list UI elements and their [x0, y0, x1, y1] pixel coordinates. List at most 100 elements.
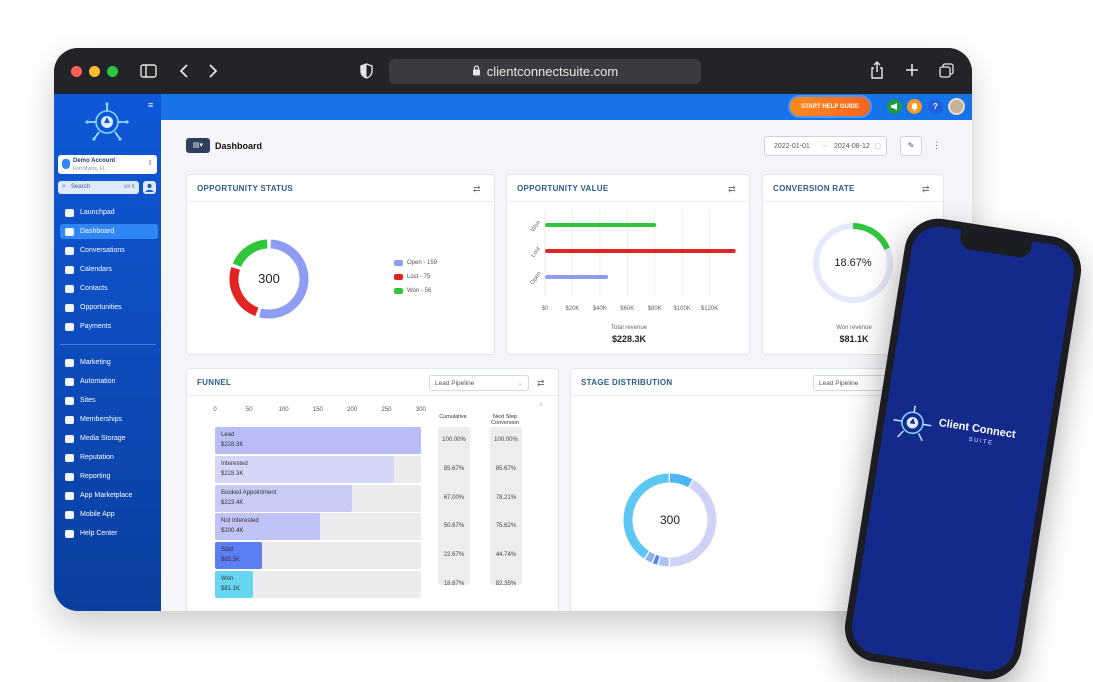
sidebar-item-payments[interactable]: Payments: [60, 319, 158, 334]
phone-brand-logo: [887, 400, 937, 451]
date-from: 2022-01-01: [774, 143, 810, 150]
funnel-axis-label: 100: [278, 407, 289, 413]
help-icon[interactable]: ?: [928, 99, 943, 114]
automation-icon: [65, 377, 74, 386]
notifications-icon[interactable]: [907, 99, 922, 114]
sidebar-item-dashboard[interactable]: Dashboard: [60, 224, 158, 239]
swap-icon[interactable]: ⇄: [922, 184, 930, 194]
date-range-picker[interactable]: 2022-01-01 → 2024-08-12 ▢: [764, 136, 887, 156]
sidebar-item-label: Dashboard: [80, 228, 115, 235]
funnel-stage-name: Interested: [221, 460, 248, 467]
total-revenue-value: $228.3K: [611, 334, 647, 344]
card-title: CONVERSION RATE: [773, 184, 855, 193]
sites-icon: [65, 396, 74, 405]
tabs-overview-icon[interactable]: [939, 63, 954, 81]
sidebar-item-conversations[interactable]: Conversations: [60, 243, 158, 258]
legend-item: Won - 56: [394, 288, 431, 294]
conversion-arc: [852, 223, 890, 250]
rocket-icon: [65, 208, 74, 217]
card-title: OPPORTUNITY VALUE: [517, 184, 609, 193]
funnel-pipeline-value: Lead Pipeline: [435, 380, 475, 387]
search-input[interactable]: ⌕ Search ctrl K: [58, 181, 139, 194]
funnel-axis-label: 250: [381, 407, 392, 413]
more-options-icon[interactable]: ⋮: [932, 140, 941, 150]
sidebar: ≡ Demo Account Fort Myers, FL ⇕ ⌕ Search…: [54, 94, 161, 611]
swap-icon[interactable]: ⇄: [537, 378, 545, 388]
shield-icon[interactable]: [360, 63, 373, 82]
megaphone-icon: [65, 358, 74, 367]
funnel-pipeline-select[interactable]: Lead Pipeline ⌄: [429, 375, 529, 391]
phone-device: Client Connect SUITE: [840, 213, 1086, 682]
store-icon: [65, 491, 74, 500]
opportunity-value-card: OPPORTUNITY VALUE ⇄ $0 $20K $40K $60K $80K $1…: [506, 174, 750, 355]
sidebar-item-memberships[interactable]: Memberships: [60, 412, 158, 427]
image-icon: [65, 434, 74, 443]
phone-notch: [958, 230, 1033, 260]
funnel-bar[interactable]: [215, 455, 394, 483]
next-step-column: [490, 427, 522, 585]
chevron-down-icon: ⌄: [517, 380, 523, 387]
edit-icon[interactable]: ✎: [900, 136, 922, 156]
sidebar-item-reputation[interactable]: Reputation: [60, 450, 158, 465]
funnel-bar[interactable]: [215, 427, 421, 454]
sidebar-item-calendars[interactable]: Calendars: [60, 262, 158, 277]
funnel-bar[interactable]: [215, 484, 353, 512]
funnel-bar[interactable]: [215, 542, 262, 570]
collapse-menu-icon[interactable]: ≡: [148, 100, 154, 110]
user-icon[interactable]: [143, 181, 156, 194]
sidebar-item-reporting[interactable]: Reporting: [60, 469, 158, 484]
account-switcher[interactable]: Demo Account Fort Myers, FL ⇕: [58, 155, 157, 174]
new-tab-icon[interactable]: [905, 63, 919, 80]
sidebar-item-contacts[interactable]: Contacts: [60, 281, 158, 296]
back-icon[interactable]: [179, 63, 189, 82]
cumulative-value: 85.67%: [443, 465, 465, 472]
sidebar-item-media-storage[interactable]: Media Storage: [60, 431, 158, 446]
app-screen: ≡ Demo Account Fort Myers, FL ⇕ ⌕ Search…: [54, 94, 972, 611]
funnel-stage-name: Lead: [221, 432, 235, 438]
sidebar-item-label: Mobile App: [80, 511, 115, 518]
search-icon: ⌕: [62, 183, 66, 190]
minimize-window-button[interactable]: [89, 66, 100, 77]
card-divider: [187, 201, 494, 202]
brand-logo: [84, 102, 130, 147]
filter-icon: [65, 303, 74, 312]
sidebar-item-app-marketplace[interactable]: App Marketplace: [60, 488, 158, 503]
sidebar-item-label: Help Center: [80, 530, 118, 537]
account-name: Demo Account: [73, 158, 116, 164]
card-title: FUNNEL: [197, 378, 232, 387]
sidebar-item-sites[interactable]: Sites: [60, 393, 158, 408]
forward-icon[interactable]: [208, 63, 218, 82]
scroll-up-icon[interactable]: ˄: [539, 403, 543, 409]
sidebar-item-mobile-app[interactable]: Mobile App: [60, 507, 158, 522]
share-icon[interactable]: [870, 61, 884, 82]
funnel-bar[interactable]: [215, 513, 321, 541]
x-tick-label: $20K: [565, 306, 579, 312]
sidebar-item-help-center[interactable]: Help Center: [60, 526, 158, 541]
funnel-axis-label: 50: [245, 407, 253, 413]
stage-slice: [652, 554, 660, 565]
swap-icon[interactable]: ⇄: [728, 184, 736, 194]
maximize-window-button[interactable]: [107, 66, 118, 77]
sidebar-item-automation[interactable]: Automation: [60, 374, 158, 389]
sidebar-item-label: Contacts: [80, 285, 108, 292]
address-bar[interactable]: clientconnectsuite.com: [389, 59, 701, 84]
dashboard-switcher-button[interactable]: ▤▾: [186, 138, 210, 153]
sidebar-item-marketing[interactable]: Marketing: [60, 355, 158, 370]
swap-icon[interactable]: ⇄: [473, 184, 481, 194]
sidebar-item-opportunities[interactable]: Opportunities: [60, 300, 158, 315]
close-window-button[interactable]: [71, 66, 82, 77]
sidebar-toggle-icon[interactable]: [140, 64, 157, 81]
sidebar-item-label: Conversations: [80, 247, 125, 254]
sidebar-item-launchpad[interactable]: Launchpad: [60, 205, 158, 220]
funnel-stage-value: $200.4K: [221, 528, 244, 535]
dashboard-content: ▤▾ Dashboard 2022-01-01 → 2024-08-12 ▢ ✎…: [161, 120, 972, 611]
legend-swatch: [394, 260, 403, 266]
sidebar-item-label: App Marketplace: [80, 492, 133, 499]
expand-icon: ⇕: [147, 160, 153, 167]
stage-slice: [623, 473, 670, 559]
avatar[interactable]: [948, 98, 965, 115]
y-category-label: Won: [530, 220, 542, 233]
announcement-icon[interactable]: [887, 99, 902, 114]
funnel-bar[interactable]: [215, 571, 254, 598]
start-help-guide-button[interactable]: START HELP GUIDE: [790, 97, 870, 116]
